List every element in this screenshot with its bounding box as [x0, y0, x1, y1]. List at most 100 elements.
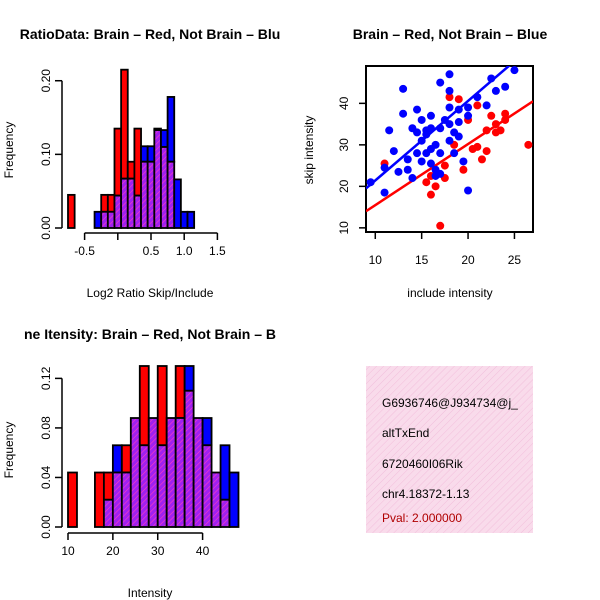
histogram-bar-overlap: [192, 417, 204, 528]
histogram-bar-overlap: [102, 498, 114, 528]
scatter-point-not-brain: [464, 111, 473, 120]
histogram-bar-overlap: [156, 444, 168, 528]
x-tick-label: 40: [196, 544, 210, 558]
fit-line-not-brain: [366, 66, 511, 190]
histogram-bar-brain: [113, 127, 123, 197]
y-tick-label: 0.00: [39, 216, 53, 240]
histogram-bar-brain: [138, 365, 150, 447]
scatter-point-brain: [477, 155, 486, 164]
scatter-point-not-brain: [436, 78, 445, 87]
histogram-bar-not-brain: [183, 365, 195, 392]
histogram-bar-overlap: [133, 194, 142, 229]
histogram-bar-not-brain: [146, 145, 156, 163]
scatter-point-not-brain: [464, 186, 473, 195]
scatter-point-not-brain: [459, 157, 468, 166]
ratio-histogram-bars: [67, 68, 196, 229]
scatter-point-not-brain: [445, 136, 454, 145]
annotation-pval: Pval: 2.000000: [382, 511, 462, 525]
annotation-gene: 6720460I06Rik: [382, 457, 464, 471]
scatter-point-not-brain: [399, 84, 408, 93]
scatter-axes: 10 15 20 25 10 20 30 40: [337, 96, 521, 267]
histogram-bar-overlap: [183, 389, 195, 528]
intensity-scatter-panel: Brain – Red, Not Brain – Blue 10 15 20 2510…: [302, 26, 547, 300]
intensity-histogram-ylabel: Frequency: [2, 422, 16, 479]
y-tick-label: 20: [337, 179, 351, 193]
scatter-point-not-brain: [403, 165, 412, 174]
histogram-bar-overlap: [201, 444, 213, 528]
scatter-point-brain: [445, 93, 454, 102]
scatter-points: [366, 66, 533, 230]
x-tick-label: 10: [369, 253, 383, 267]
x-tick-label: 20: [461, 253, 475, 267]
histogram-bar-overlap: [210, 471, 222, 528]
histogram-bar-brain: [120, 444, 132, 474]
scatter-point-not-brain: [445, 86, 454, 95]
scatter-point-not-brain: [385, 126, 394, 135]
y-tick-label: 0.08: [39, 416, 53, 440]
histogram-bar-brain: [102, 471, 114, 501]
histogram-bar-not-brain: [160, 129, 169, 148]
histogram-bar-overlap: [129, 417, 141, 528]
scatter-point-not-brain: [491, 86, 500, 95]
histogram-bar-brain: [67, 193, 76, 229]
scatter-point-not-brain: [431, 140, 440, 149]
histogram-bar-brain: [106, 193, 116, 213]
histogram-bar-overlap: [100, 210, 109, 229]
scatter-point-not-brain: [399, 109, 408, 118]
scatter-point-brain: [524, 140, 533, 149]
histogram-bar-overlap: [147, 417, 159, 528]
x-tick-label: 20: [106, 544, 120, 558]
scatter-point-brain: [422, 178, 431, 187]
scatter-point-not-brain: [510, 66, 519, 75]
scatter-point-not-brain: [394, 167, 403, 176]
histogram-bar-brain: [156, 365, 168, 447]
histogram-bar-overlap: [120, 471, 132, 528]
histogram-bar-overlap: [111, 471, 123, 528]
y-tick-label: 0.10: [39, 142, 53, 166]
ratio-histogram-title: RatioData: Brain – Red, Not Brain – Blu: [20, 26, 281, 42]
scatter-point-brain: [482, 147, 491, 156]
y-tick-label: 10: [337, 221, 351, 235]
ratio-histogram-xlabel: Log2 Ratio Skip/Include: [87, 286, 214, 300]
histogram-bar-overlap: [140, 160, 149, 229]
scatter-point-not-brain: [454, 132, 463, 141]
annotation-location: chr4.18372-1.13: [382, 487, 470, 501]
histogram-bar-not-brain: [219, 444, 231, 501]
y-tick-label: 0.12: [39, 366, 53, 390]
scatter-point-brain: [426, 190, 435, 199]
scatter-point-not-brain: [445, 70, 454, 79]
x-tick-label: 15: [415, 253, 429, 267]
scatter-xlabel: include intensity: [407, 286, 492, 300]
scatter-point-not-brain: [403, 155, 412, 164]
histogram-bar-overlap: [153, 129, 162, 229]
histogram-bar-brain: [133, 127, 142, 197]
histogram-bar-overlap: [126, 177, 136, 229]
x-tick-label: 30: [151, 544, 165, 558]
scatter-point-not-brain: [436, 169, 445, 178]
scatter-point-not-brain: [417, 115, 426, 124]
histogram-bar-not-brain: [186, 210, 196, 229]
histogram-bar-brain: [120, 68, 129, 180]
scatter-point-not-brain: [413, 128, 422, 137]
histogram-bar-not-brain: [179, 210, 189, 229]
histogram-bar-overlap: [138, 444, 150, 528]
scatter-point-brain: [440, 161, 449, 170]
scatter-point-not-brain: [482, 101, 491, 110]
histogram-bar-overlap: [174, 417, 186, 528]
histogram-bar-overlap: [160, 146, 169, 229]
histogram-bar-overlap: [106, 210, 116, 229]
ratio-histogram-ylabel: Frequency: [2, 122, 16, 179]
x-tick-label: -0.5: [74, 244, 95, 258]
intensity-histogram-axes: 10 20 30 40 0.00 0.04 0.08 0.12: [39, 366, 210, 558]
scatter-clip-group: [366, 66, 533, 230]
scatter-point-not-brain: [408, 174, 417, 183]
scatter-point-brain: [473, 142, 482, 151]
histogram-bar-overlap: [146, 160, 156, 229]
y-tick-label: 0.20: [39, 69, 53, 93]
histogram-bar-overlap: [219, 498, 231, 528]
scatter-point-not-brain: [426, 159, 435, 168]
histogram-bar-overlap: [165, 417, 177, 528]
scatter-point-brain: [496, 126, 505, 135]
histogram-bar-overlap: [166, 160, 176, 229]
